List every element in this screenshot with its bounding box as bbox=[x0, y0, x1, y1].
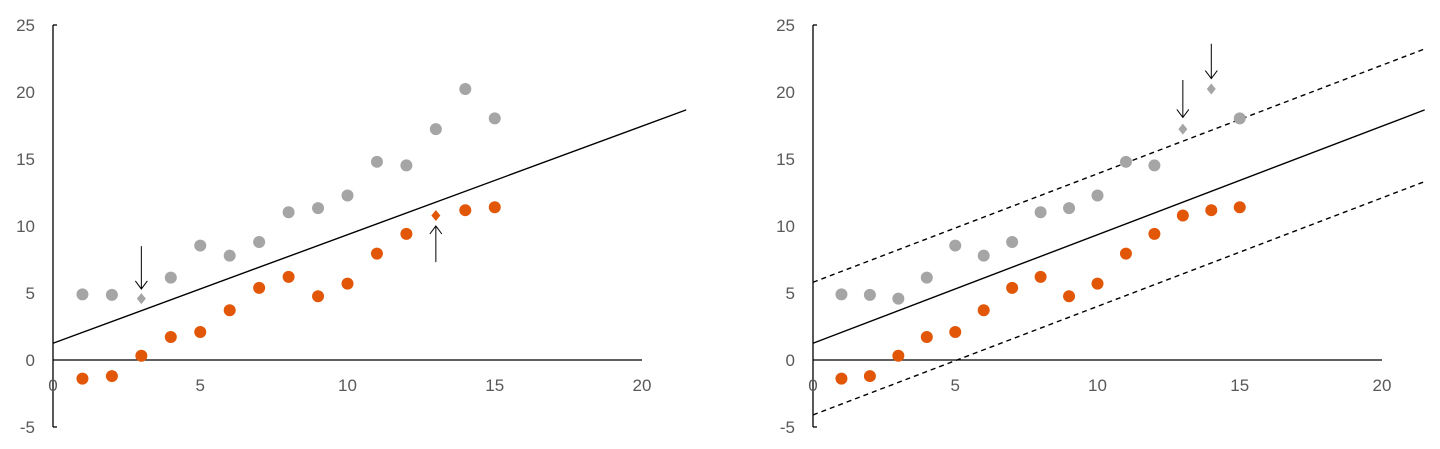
x-tick-label: 20 bbox=[1373, 376, 1392, 395]
gray-data-point bbox=[459, 83, 472, 96]
outlier-diamond-point bbox=[136, 293, 146, 305]
y-tick-label: 20 bbox=[776, 83, 795, 102]
gray-data-point bbox=[400, 159, 413, 172]
orange-data-point bbox=[949, 325, 962, 338]
x-tick-label: 0 bbox=[808, 376, 817, 395]
orange-data-point bbox=[1176, 209, 1189, 222]
gray-data-point bbox=[164, 271, 177, 284]
x-tick-label: 10 bbox=[338, 376, 357, 395]
gray-data-point bbox=[977, 249, 990, 262]
orange-data-point bbox=[920, 330, 933, 343]
x-tick-label: 0 bbox=[48, 376, 57, 395]
y-tick-label: -5 bbox=[20, 418, 35, 437]
x-tick-label: 10 bbox=[1088, 376, 1107, 395]
gray-data-point bbox=[1006, 235, 1019, 248]
orange-data-point bbox=[341, 277, 354, 290]
gray-data-point bbox=[1148, 159, 1161, 172]
arrow-down-icon bbox=[1204, 43, 1218, 80]
gray-data-point bbox=[370, 155, 383, 168]
y-tick-label: 10 bbox=[16, 217, 35, 236]
gray-data-point bbox=[1063, 202, 1076, 215]
gray-data-point bbox=[341, 189, 354, 202]
orange-data-point bbox=[863, 370, 876, 383]
gray-data-point bbox=[76, 288, 89, 301]
orange-data-point bbox=[370, 247, 383, 260]
gray-data-point bbox=[892, 292, 905, 305]
orange-data-point bbox=[400, 227, 413, 240]
orange-data-point bbox=[1119, 247, 1132, 260]
x-tick-label: 5 bbox=[196, 376, 205, 395]
right-chart: 25 20 15 10 5 0 -5 0 5 10 15 20 bbox=[776, 16, 1425, 437]
gray-data-point bbox=[312, 202, 325, 215]
y-tick-label: 25 bbox=[16, 16, 35, 35]
orange-data-point bbox=[164, 330, 177, 343]
y-tick-label: 20 bbox=[16, 83, 35, 102]
y-tick-label: 5 bbox=[26, 284, 35, 303]
orange-data-point bbox=[1034, 270, 1047, 283]
x-tick-label: 15 bbox=[485, 376, 504, 395]
orange-data-point bbox=[105, 370, 118, 383]
y-tick-label: 0 bbox=[786, 351, 795, 370]
gray-data-point bbox=[1233, 112, 1246, 125]
prediction-band-line bbox=[812, 180, 1425, 416]
gray-data-point bbox=[863, 288, 876, 301]
y-tick-label: 10 bbox=[776, 217, 795, 236]
y-tick-label: 25 bbox=[776, 16, 795, 35]
x-tick-label: 5 bbox=[951, 376, 960, 395]
gray-data-point bbox=[282, 206, 295, 219]
orange-data-point bbox=[1205, 204, 1218, 217]
gray-data-point bbox=[835, 288, 848, 301]
orange-data-point bbox=[459, 204, 472, 217]
gray-data-point bbox=[1034, 206, 1047, 219]
outlier-diamond-point bbox=[1206, 83, 1216, 95]
y-tick-label: -5 bbox=[780, 418, 795, 437]
orange-data-point bbox=[977, 304, 990, 317]
orange-data-point bbox=[135, 349, 148, 362]
orange-data-point bbox=[892, 349, 905, 362]
regression-line bbox=[52, 109, 687, 344]
gray-data-point bbox=[223, 249, 236, 262]
gray-data-point bbox=[488, 112, 501, 125]
arrow-down-icon bbox=[1176, 79, 1190, 119]
left-chart: 25 20 15 10 5 0 -5 0 5 10 15 20 bbox=[16, 16, 687, 437]
outlier-diamond-point bbox=[1178, 123, 1188, 135]
gray-data-point bbox=[949, 239, 962, 252]
gray-data-point bbox=[1091, 189, 1104, 202]
orange-data-point bbox=[223, 304, 236, 317]
y-tick-label: 0 bbox=[26, 351, 35, 370]
gray-data-point bbox=[253, 235, 266, 248]
x-tick-label: 20 bbox=[633, 376, 652, 395]
regression-line bbox=[812, 109, 1425, 344]
orange-data-point bbox=[488, 201, 501, 214]
orange-data-point bbox=[312, 290, 325, 303]
orange-data-point bbox=[1006, 281, 1019, 294]
orange-data-point bbox=[253, 281, 266, 294]
gray-data-point bbox=[429, 123, 442, 136]
orange-data-point bbox=[1233, 201, 1246, 214]
orange-data-point bbox=[1091, 277, 1104, 290]
orange-data-point bbox=[1148, 227, 1161, 240]
y-tick-label: 5 bbox=[786, 284, 795, 303]
y-tick-label: 15 bbox=[16, 150, 35, 169]
y-tick-label: 15 bbox=[776, 150, 795, 169]
orange-data-point bbox=[835, 372, 848, 385]
arrow-down-icon bbox=[134, 246, 148, 290]
orange-data-point bbox=[282, 270, 295, 283]
arrow-up-icon bbox=[429, 225, 443, 263]
orange-data-point bbox=[1063, 290, 1076, 303]
outlier-diamond-point bbox=[431, 210, 441, 222]
gray-data-point bbox=[920, 271, 933, 284]
gray-data-point bbox=[194, 239, 207, 252]
x-tick-label: 15 bbox=[1230, 376, 1249, 395]
prediction-band-line bbox=[812, 48, 1425, 283]
gray-data-point bbox=[105, 288, 118, 301]
gray-data-point bbox=[1119, 155, 1132, 168]
orange-data-point bbox=[76, 372, 89, 385]
orange-data-point bbox=[194, 325, 207, 338]
